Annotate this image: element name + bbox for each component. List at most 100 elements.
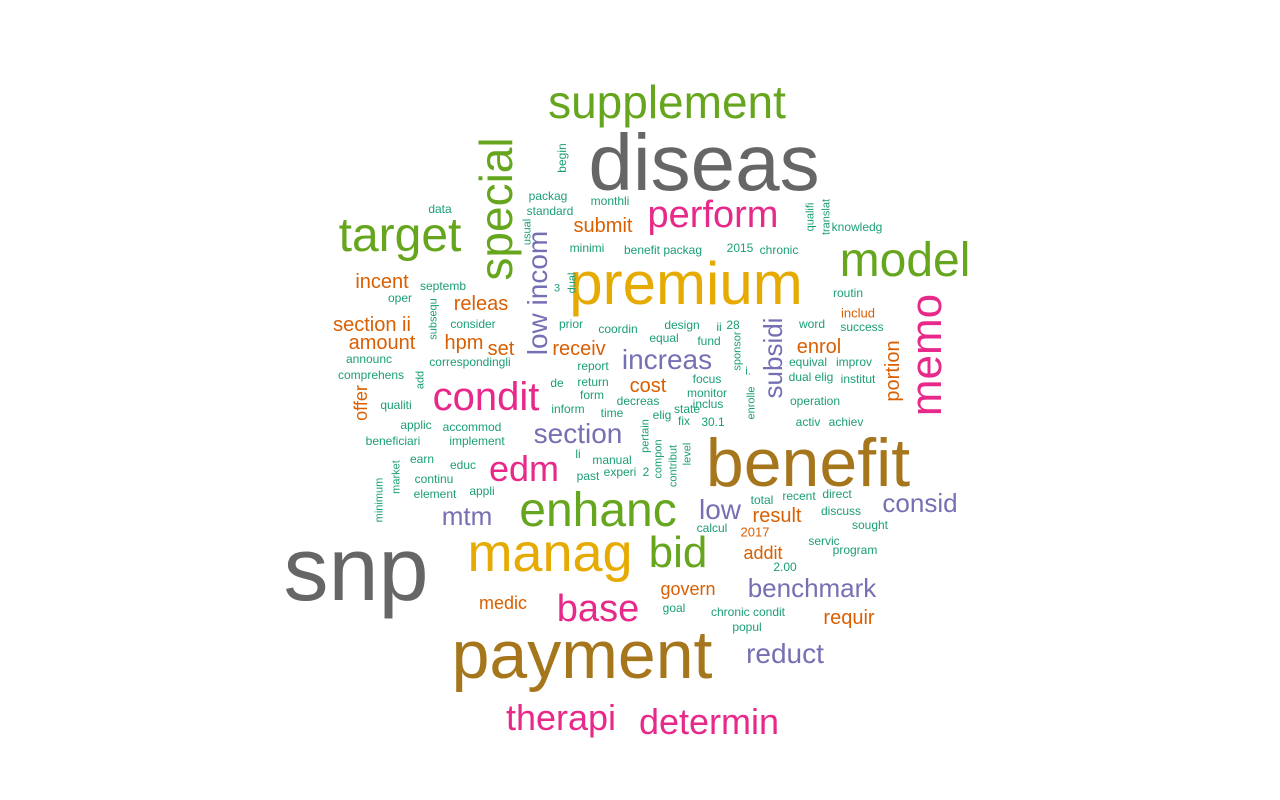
word-reduct: reduct (746, 638, 824, 669)
word-bid: bid (648, 528, 708, 577)
word-therapi: therapi (505, 697, 617, 738)
word-enrol: enrol (796, 336, 842, 358)
word-state: state (673, 402, 701, 416)
word-usual: usual (521, 218, 534, 246)
word-subsequ: subsequ (427, 298, 440, 340)
word-activ: activ (795, 415, 821, 429)
word-focus: focus (692, 372, 722, 386)
word-increas: increas (621, 344, 713, 375)
word-accommod: accommod (442, 420, 502, 434)
word-benefit-packag: benefit packag (623, 243, 703, 257)
word-3: 3 (553, 282, 561, 295)
word-add: add (414, 370, 427, 390)
word-manual: manual (592, 453, 632, 467)
word-de: de (550, 376, 564, 390)
word-oper: oper (387, 291, 413, 305)
word-incent: incent (355, 271, 409, 293)
word-minimum: minimum (373, 477, 386, 523)
word-packag: packag (528, 189, 568, 203)
word-correspondingli: correspondingli (429, 355, 511, 369)
word-medic: medic (478, 593, 528, 613)
word-subsidi: subsidi (758, 317, 788, 399)
word-special: special (470, 137, 522, 281)
word-announc: announc (345, 352, 393, 366)
word-fix: fix (678, 414, 690, 428)
word-discuss: discuss (820, 504, 862, 518)
word-diseas: diseas (588, 118, 820, 207)
word-recent: recent (782, 489, 816, 503)
word-inform: inform (551, 402, 585, 416)
word-beneficiari: beneficiari (365, 434, 421, 448)
word-experi: experi (603, 465, 637, 479)
word-2017: 2017 (740, 524, 770, 540)
word-improv: improv (835, 355, 873, 369)
word-target: target (338, 209, 462, 262)
word-form: form (580, 388, 604, 402)
word-qualifi: qualifi (804, 202, 817, 232)
word-element: element (413, 487, 457, 501)
word-snp: snp (283, 520, 429, 620)
word-set: set (487, 338, 515, 360)
word-enrolle: enrolle (745, 386, 758, 420)
word-i: i. (745, 365, 751, 378)
word-edm: edm (488, 448, 560, 489)
word-begin: begin (555, 143, 569, 173)
word-low: low (698, 494, 742, 525)
word-chronic-condit: chronic condit (710, 605, 786, 619)
word-amount: amount (348, 332, 416, 354)
word-pertain: pertain (639, 419, 652, 453)
word-total: total (750, 493, 774, 507)
word-cost: cost (629, 375, 667, 397)
word-model: model (839, 234, 971, 287)
word-chronic: chronic (759, 243, 799, 257)
word-prior: prior (558, 317, 584, 331)
word-return: return (577, 375, 609, 389)
word-section: section (533, 418, 623, 449)
word-success: success (840, 320, 884, 334)
word-knowledg: knowledg (831, 220, 883, 234)
word-offer: offer (351, 385, 371, 421)
word-mtm: mtm (441, 501, 493, 531)
word-operation: operation (789, 394, 841, 408)
word-includ: includ (841, 305, 875, 321)
word-standard: standard (526, 204, 574, 218)
word-program: program (832, 543, 878, 557)
word-data: data (428, 202, 452, 216)
word-consider: consider (450, 317, 496, 331)
word-monitor: monitor (686, 386, 728, 400)
word-design: design (664, 318, 700, 332)
word-fund: fund (697, 334, 721, 348)
word-equival: equival (788, 355, 828, 369)
word-low-incom: low incom (522, 230, 553, 356)
word-calcul: calcul (696, 521, 728, 535)
word-2-00: 2.00 (773, 560, 797, 574)
word-enhanc: enhanc (519, 484, 677, 537)
word-minimi: minimi (569, 241, 605, 255)
word-inclus: inclus (692, 397, 724, 411)
word-routin: routin (832, 286, 864, 300)
word-popul: popul (732, 620, 762, 634)
word-continu: continu (414, 472, 454, 486)
word-earn: earn (409, 452, 435, 466)
word-supplement: supplement (548, 76, 786, 128)
word-coordin: coordin (598, 322, 638, 336)
word-requir: requir (823, 607, 875, 629)
word-portion: portion (882, 340, 904, 402)
word-qualiti: qualiti (380, 398, 412, 412)
word-implement: implement (449, 434, 505, 448)
word-report: report (577, 359, 609, 373)
word-direct: direct (822, 487, 852, 501)
word-educ: educ (449, 458, 477, 472)
word-benefit: benefit (705, 425, 911, 501)
word-payment: payment (451, 617, 713, 693)
word-septemb: septemb (419, 279, 467, 293)
word-compon: compon (652, 439, 665, 479)
word-sought: sought (851, 518, 889, 532)
word-word: word (798, 317, 826, 331)
word-appli: appli (469, 484, 495, 498)
word-achiev: achiev (828, 415, 864, 429)
word-dual: dual (566, 272, 579, 294)
word-equal: equal (649, 331, 679, 345)
word-manag: manag (467, 523, 633, 583)
